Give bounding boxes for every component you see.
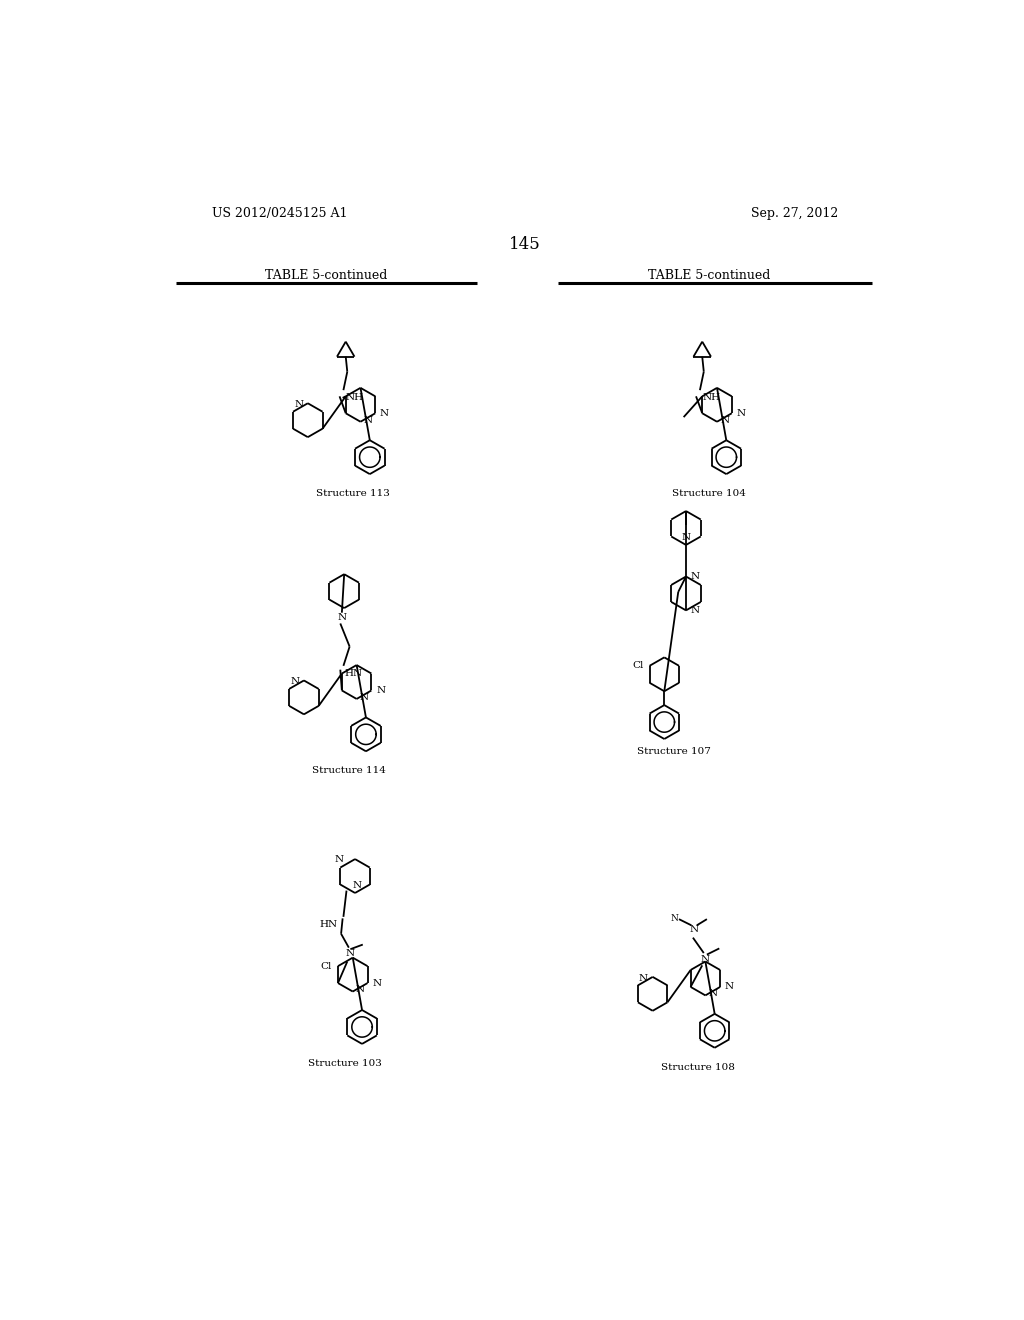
Text: NH: NH <box>346 393 364 403</box>
Text: N: N <box>639 974 648 983</box>
Text: Structure 103: Structure 103 <box>308 1059 382 1068</box>
Text: TABLE 5-continued: TABLE 5-continued <box>265 269 388 282</box>
Text: Cl: Cl <box>321 962 332 970</box>
Text: TABLE 5-continued: TABLE 5-continued <box>648 269 770 282</box>
Text: N: N <box>690 606 699 615</box>
Text: Structure 108: Structure 108 <box>660 1063 734 1072</box>
Text: N: N <box>725 982 734 991</box>
Text: Sep. 27, 2012: Sep. 27, 2012 <box>751 207 838 220</box>
Text: N: N <box>352 880 361 890</box>
Text: N: N <box>681 533 690 541</box>
Text: N: N <box>372 978 381 987</box>
Text: N: N <box>356 986 365 994</box>
Text: N: N <box>736 409 745 417</box>
Text: N: N <box>671 913 678 923</box>
Text: N: N <box>294 400 303 409</box>
Text: N: N <box>364 416 373 425</box>
Text: N: N <box>290 677 299 686</box>
Text: 145: 145 <box>509 236 541 253</box>
Text: N: N <box>720 416 729 425</box>
Text: Structure 104: Structure 104 <box>673 488 746 498</box>
Text: Structure 114: Structure 114 <box>312 766 386 775</box>
Text: N: N <box>359 693 369 702</box>
Text: NH: NH <box>702 393 720 403</box>
Text: Structure 107: Structure 107 <box>637 747 712 756</box>
Text: N: N <box>709 990 718 998</box>
Text: N: N <box>376 686 385 694</box>
Text: N: N <box>380 409 389 417</box>
Text: HN: HN <box>319 920 337 929</box>
Text: N: N <box>334 855 343 865</box>
Text: HN: HN <box>345 669 364 678</box>
Text: N: N <box>690 925 699 935</box>
Text: N: N <box>700 954 710 964</box>
Text: N: N <box>337 612 346 622</box>
Text: Cl: Cl <box>632 661 643 671</box>
Text: Structure 113: Structure 113 <box>315 488 390 498</box>
Text: N: N <box>346 949 355 958</box>
Text: US 2012/0245125 A1: US 2012/0245125 A1 <box>212 207 347 220</box>
Text: N: N <box>690 572 699 581</box>
